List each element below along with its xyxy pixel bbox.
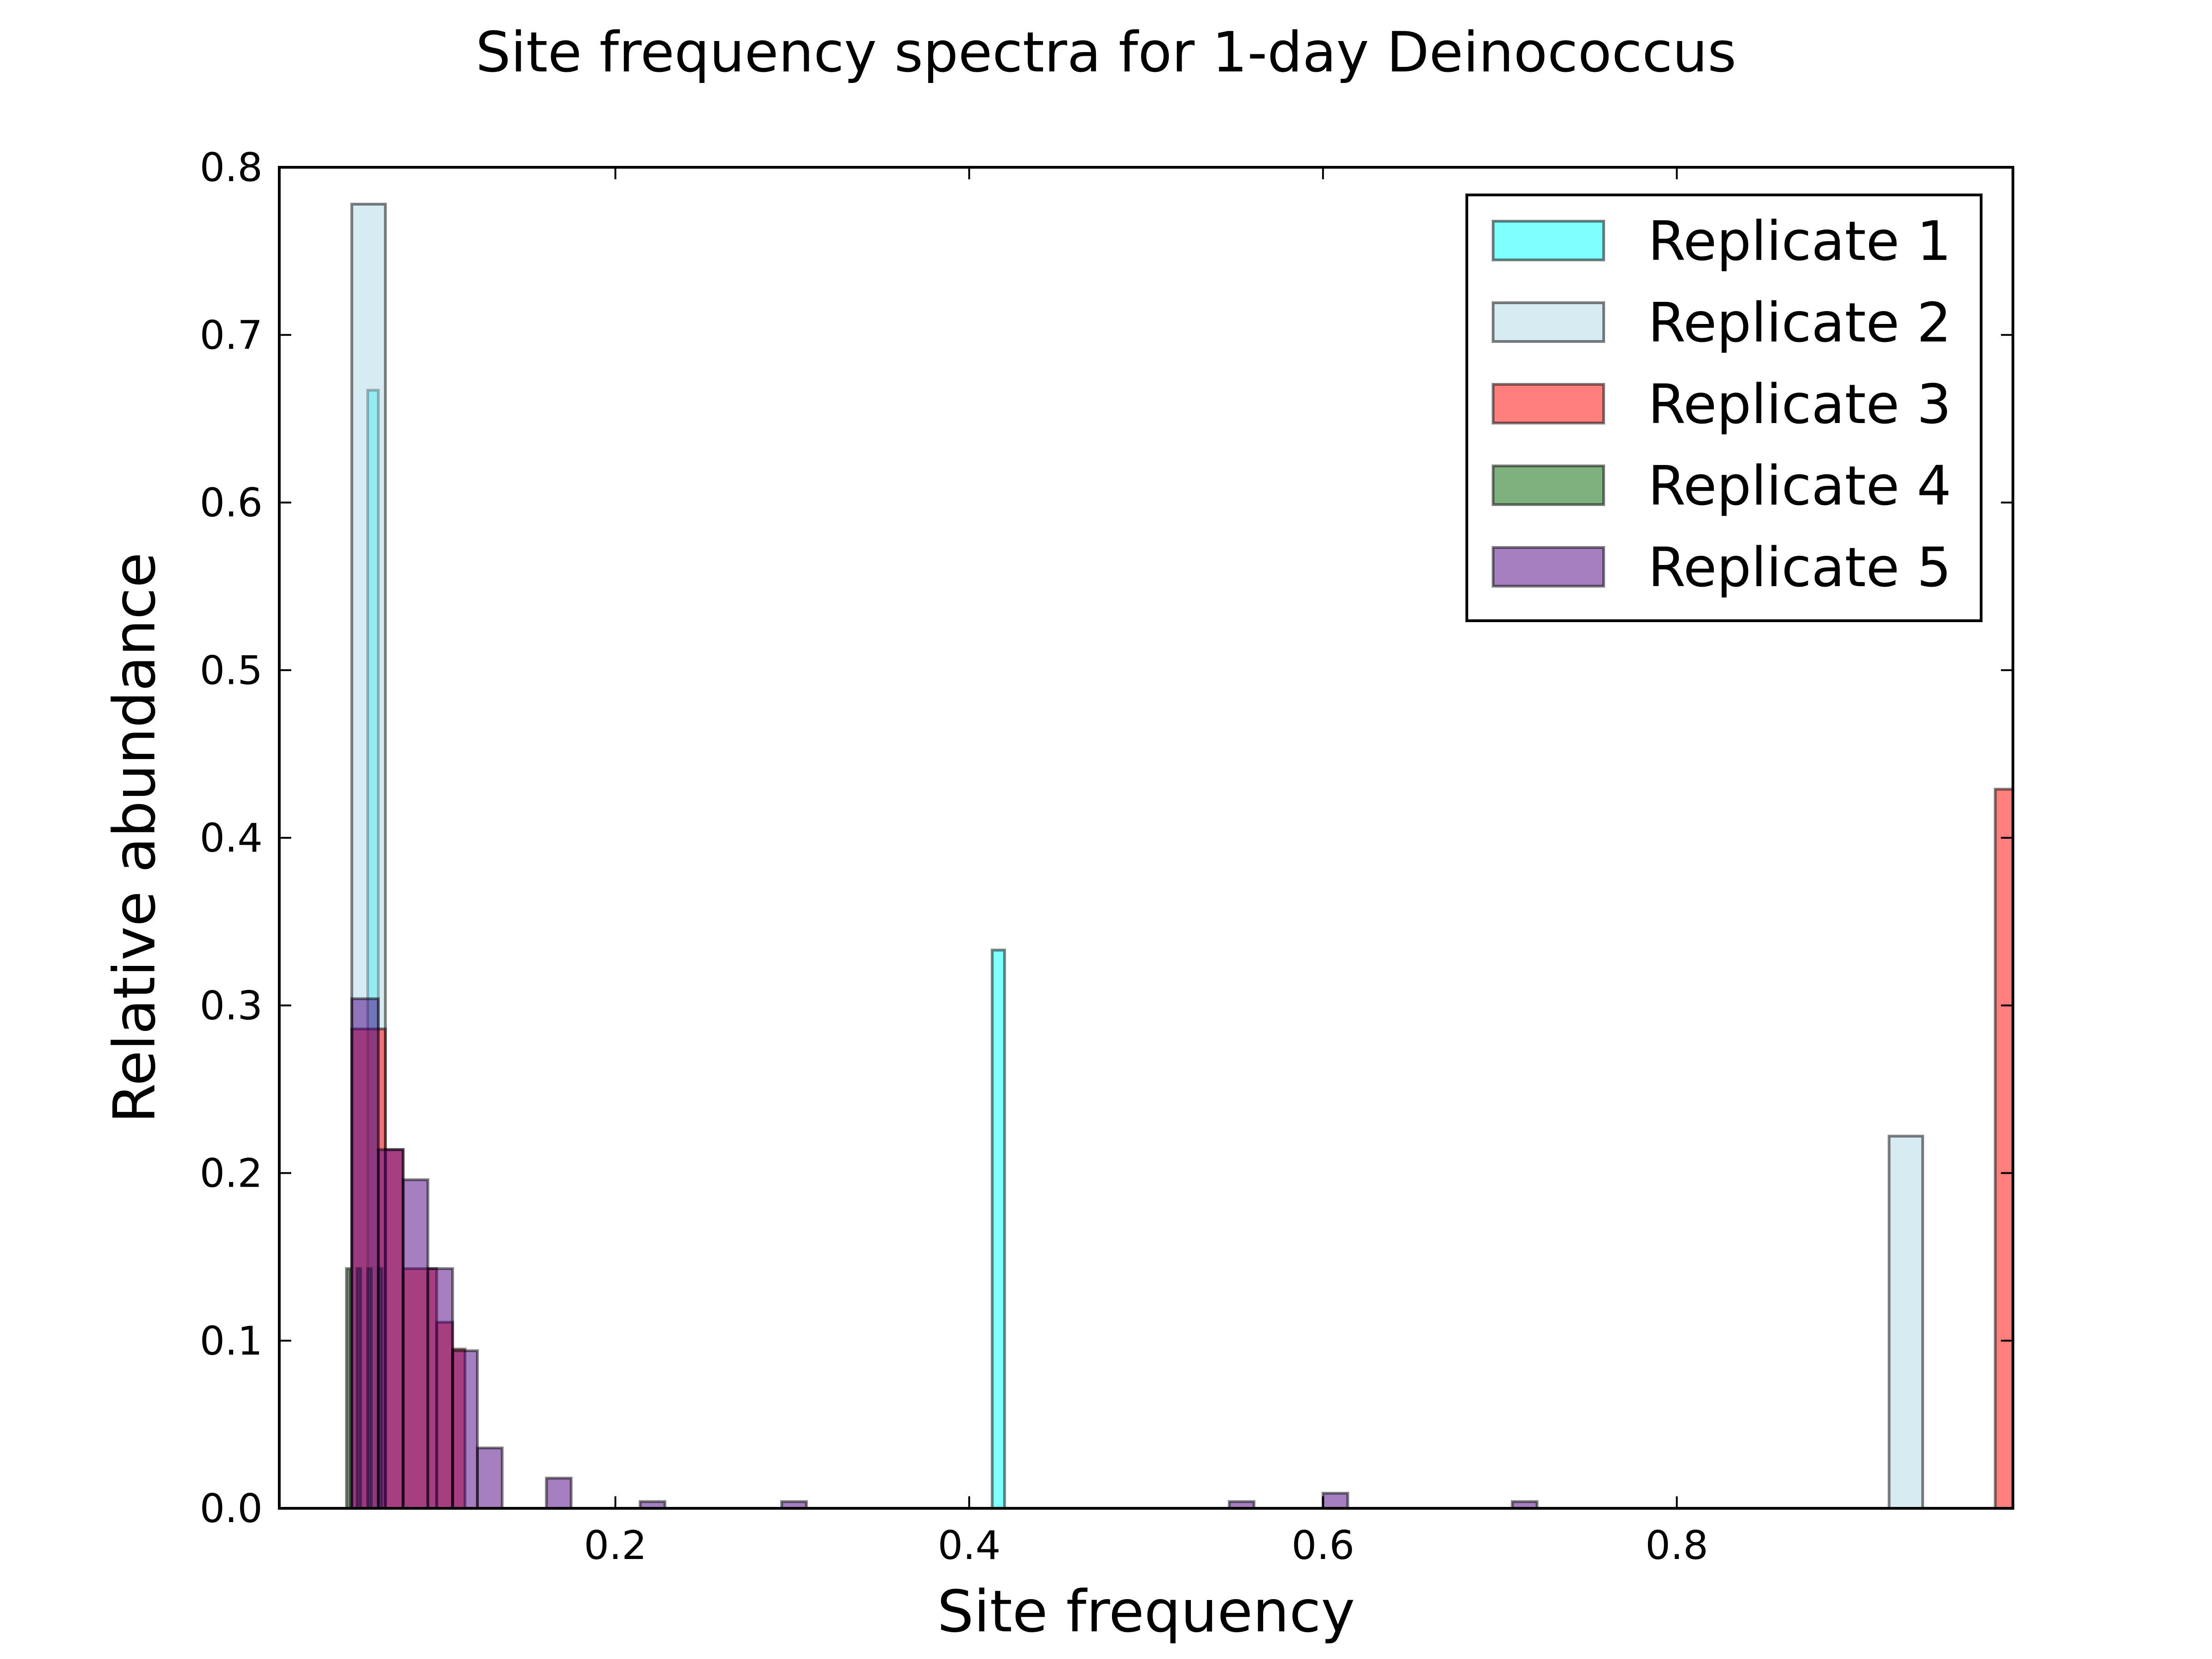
y-tick-label: 0.4	[200, 815, 263, 861]
legend-entries: Replicate 1 Replicate 2 Replicate 3 Replica…	[1492, 209, 1951, 599]
chart-title: Site frequency spectra for 1-day Deinoco…	[476, 21, 1736, 85]
x-tick-label: 0.2	[584, 1523, 647, 1569]
legend-swatch-5	[1492, 546, 1605, 588]
y-tick-label: 0.2	[200, 1151, 263, 1197]
x-tick-label: 0.8	[1645, 1523, 1708, 1569]
bar-series-5-3	[401, 1178, 429, 1510]
legend-swatch-3	[1492, 383, 1605, 424]
bar-series-1-2	[991, 948, 1006, 1510]
y-tick-label: 0.8	[200, 145, 263, 191]
x-axis-label: Site frequency	[937, 1578, 1355, 1645]
legend-swatch-4	[1492, 465, 1605, 506]
bar-series-5-4	[426, 1267, 454, 1510]
y-tick-label: 0.6	[200, 480, 263, 526]
legend-label-2: Replicate 2	[1648, 291, 1951, 354]
bar-series-4-1	[345, 1267, 352, 1510]
bar-series-3-6	[1994, 788, 2015, 1510]
x-tick-label: 0.4	[938, 1523, 1001, 1569]
y-tick-label: 0.0	[200, 1486, 263, 1532]
histogram-bars	[345, 203, 2015, 1510]
legend: Replicate 1 Replicate 2 Replicate 3 Replica…	[1465, 194, 1983, 622]
legend-label-5: Replicate 5	[1648, 535, 1951, 599]
legend-label-3: Replicate 3	[1648, 372, 1951, 436]
bar-series-5-5	[451, 1349, 479, 1510]
y-tick-label: 0.3	[200, 983, 263, 1029]
bar-series-5-11	[1321, 1492, 1349, 1510]
y-tick-label: 0.5	[200, 647, 263, 694]
y-tick-label: 0.7	[200, 312, 263, 359]
legend-label-1: Replicate 1	[1648, 209, 1951, 273]
y-axis-label: Relative abundance	[101, 552, 168, 1123]
legend-swatch-2	[1492, 301, 1605, 343]
axis-ticks: 0.2 0.4 0.6 0.8 0.0 0.1 0.2 0.3 0.4 0.5 0.6 0.7 0.8	[200, 145, 2013, 1569]
legend-label-4: Replicate 4	[1648, 454, 1951, 518]
x-tick-label: 0.6	[1291, 1523, 1354, 1569]
legend-swatch-1	[1492, 220, 1605, 261]
y-tick-label: 0.1	[200, 1318, 263, 1364]
bar-series-5-7	[545, 1477, 573, 1510]
bar-series-5-1	[350, 997, 380, 1510]
bar-series-5-2	[377, 1148, 405, 1510]
bar-series-2-2	[1888, 1135, 1924, 1510]
bar-series-5-6	[476, 1447, 504, 1510]
